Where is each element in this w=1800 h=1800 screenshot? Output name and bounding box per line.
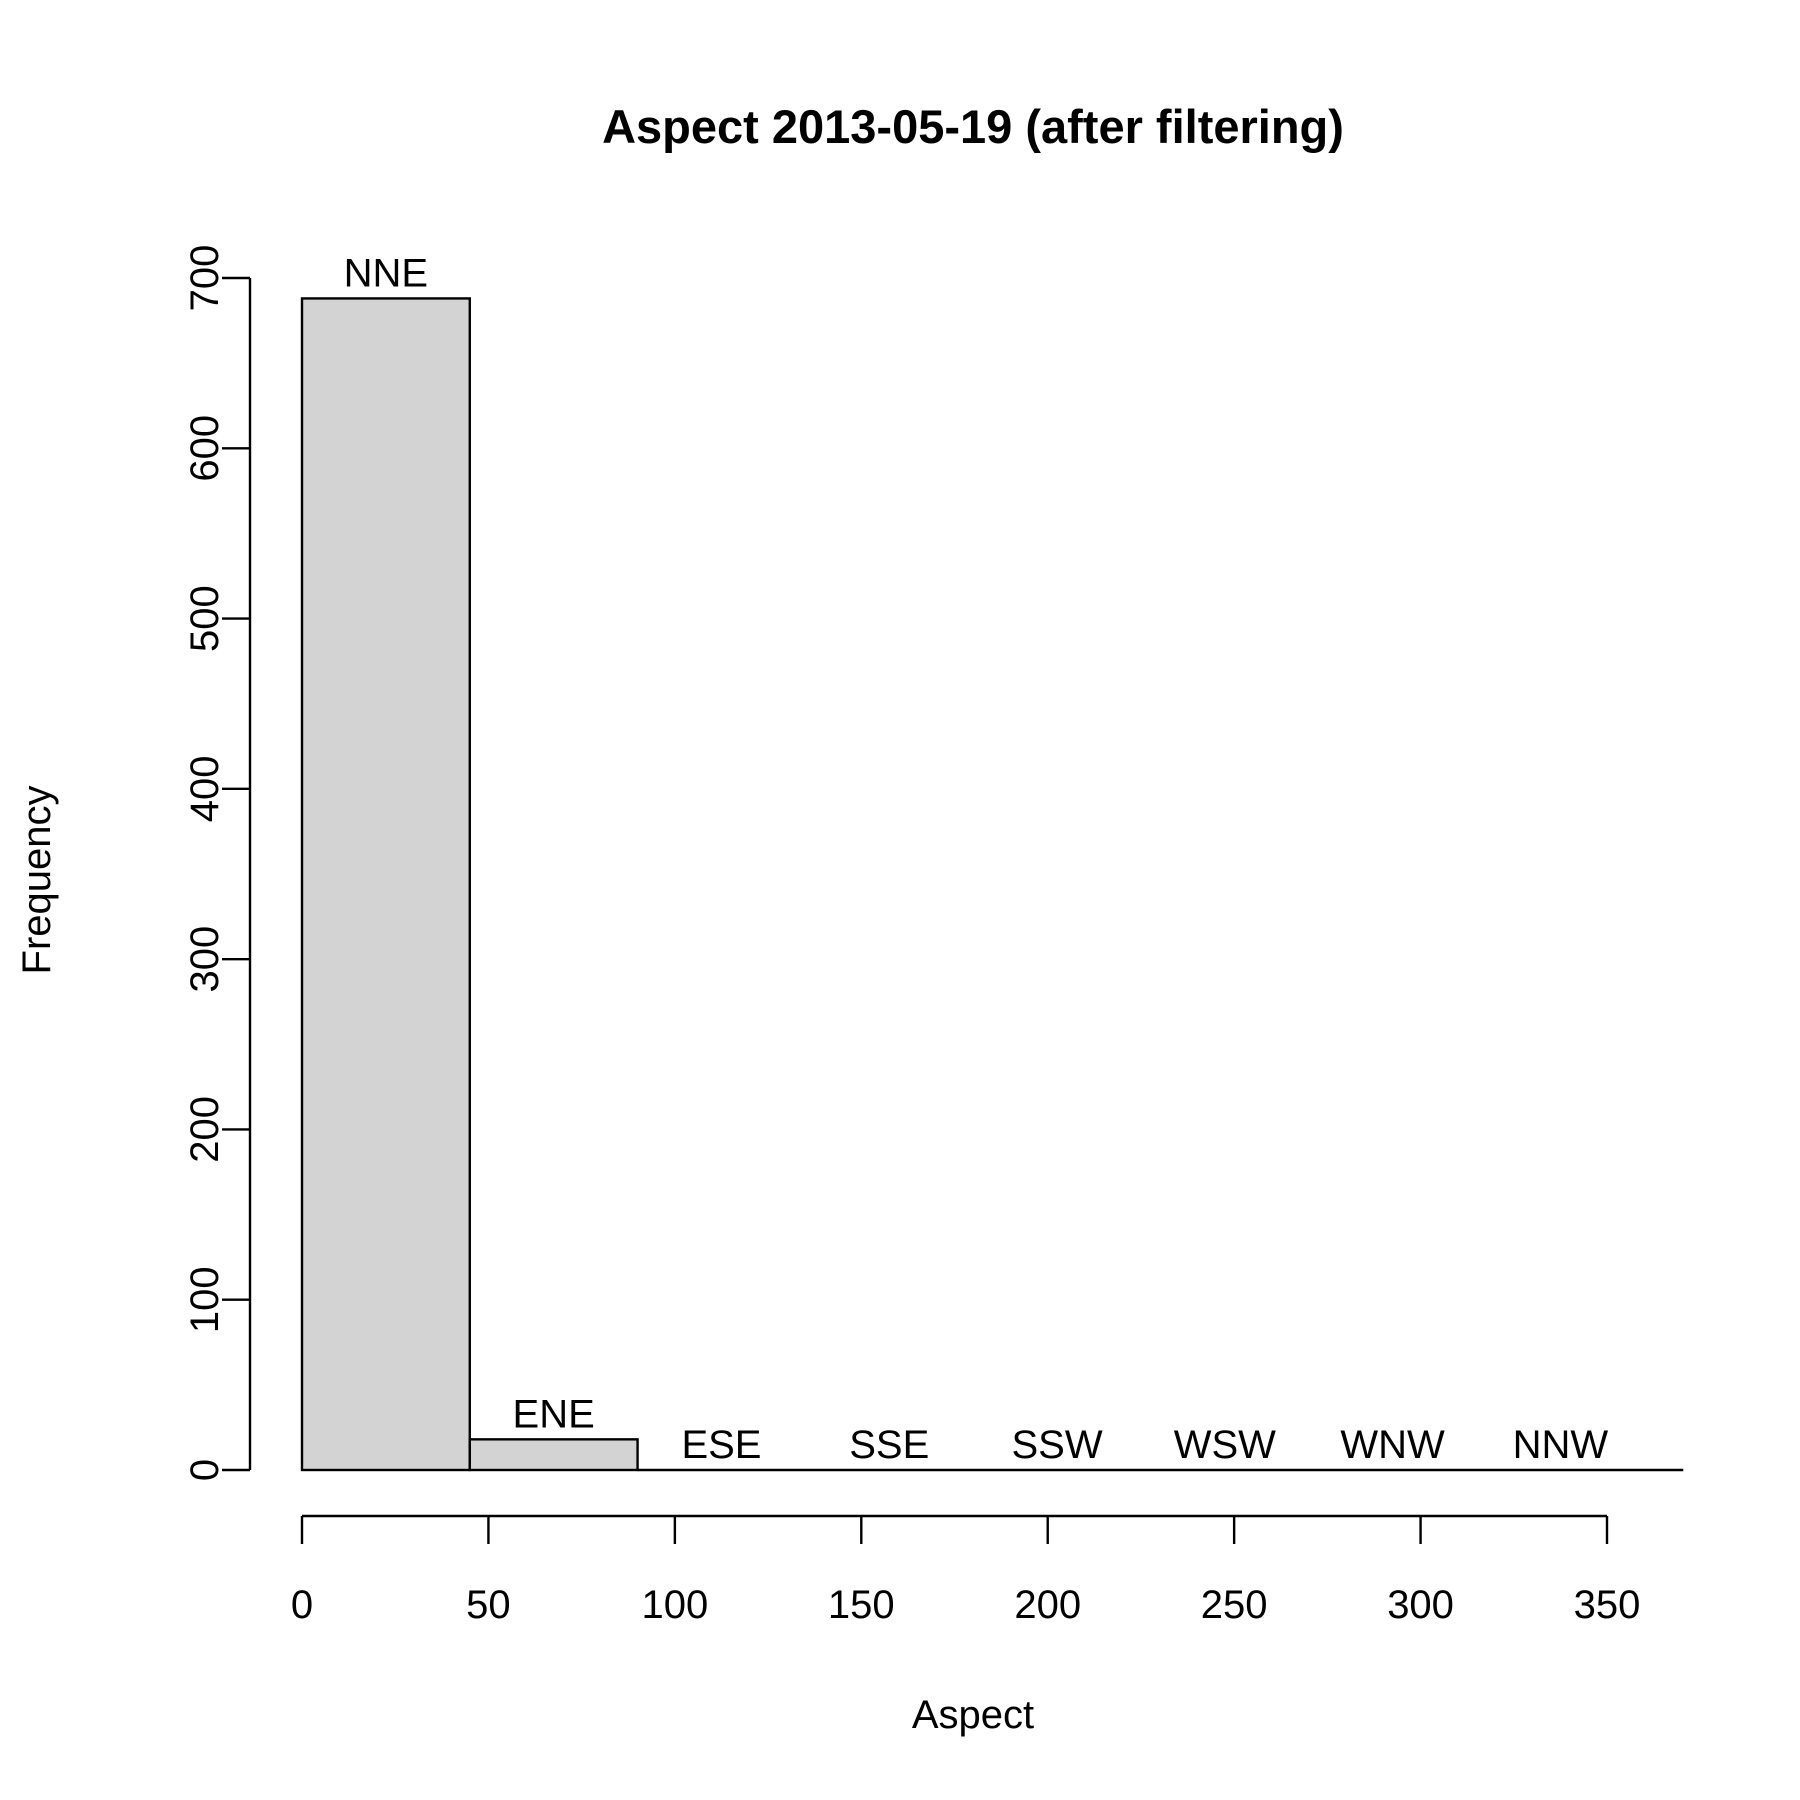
bar-label-nnw: NNW: [1513, 1423, 1609, 1467]
bar-label-sse: SSE: [849, 1423, 929, 1467]
y-axis-label: Frequency: [15, 786, 59, 975]
y-tick-label: 0: [183, 1459, 227, 1481]
y-tick-label: 500: [183, 585, 227, 652]
x-tick-label: 300: [1387, 1583, 1454, 1627]
y-axis: 0 100 200 300 400 500 600 700: [183, 245, 252, 1481]
bar-ene: [468, 1438, 639, 1472]
chart-title: Aspect 2013-05-19 (after filtering): [602, 100, 1344, 153]
y-tick-label: 100: [183, 1266, 227, 1333]
bar-label-ene: ENE: [513, 1392, 595, 1436]
y-tick-label: 400: [183, 755, 227, 822]
x-tick-label: 350: [1574, 1583, 1641, 1627]
y-tick-label: 200: [183, 1096, 227, 1163]
bar-label-ese: ESE: [681, 1423, 761, 1467]
x-axis-label: Aspect: [912, 1693, 1034, 1737]
bar-label-wnw: WNW: [1340, 1423, 1445, 1467]
x-tick-label: 200: [1014, 1583, 1081, 1627]
bar-label-ssw: SSW: [1011, 1423, 1102, 1467]
bar-labels-group: NNE ENE ESE SSE SSW WSW WNW NNW: [344, 251, 1609, 1467]
x-tick-label: 100: [641, 1583, 708, 1627]
bar-nne: [300, 297, 471, 1472]
y-tick-label: 600: [183, 415, 227, 482]
x-tick-label: 0: [291, 1583, 313, 1627]
x-tick-label: 150: [828, 1583, 895, 1627]
bars-group: [300, 297, 1684, 1472]
bar-label-wsw: WSW: [1174, 1423, 1276, 1467]
y-tick-label: 300: [183, 926, 227, 993]
bar-label-nne: NNE: [344, 251, 428, 295]
x-axis: 0 50 100 150 200 250 300 350: [291, 1514, 1641, 1627]
y-tick-label: 700: [183, 245, 227, 312]
x-tick-label: 50: [466, 1583, 511, 1627]
x-tick-label: 250: [1201, 1583, 1268, 1627]
